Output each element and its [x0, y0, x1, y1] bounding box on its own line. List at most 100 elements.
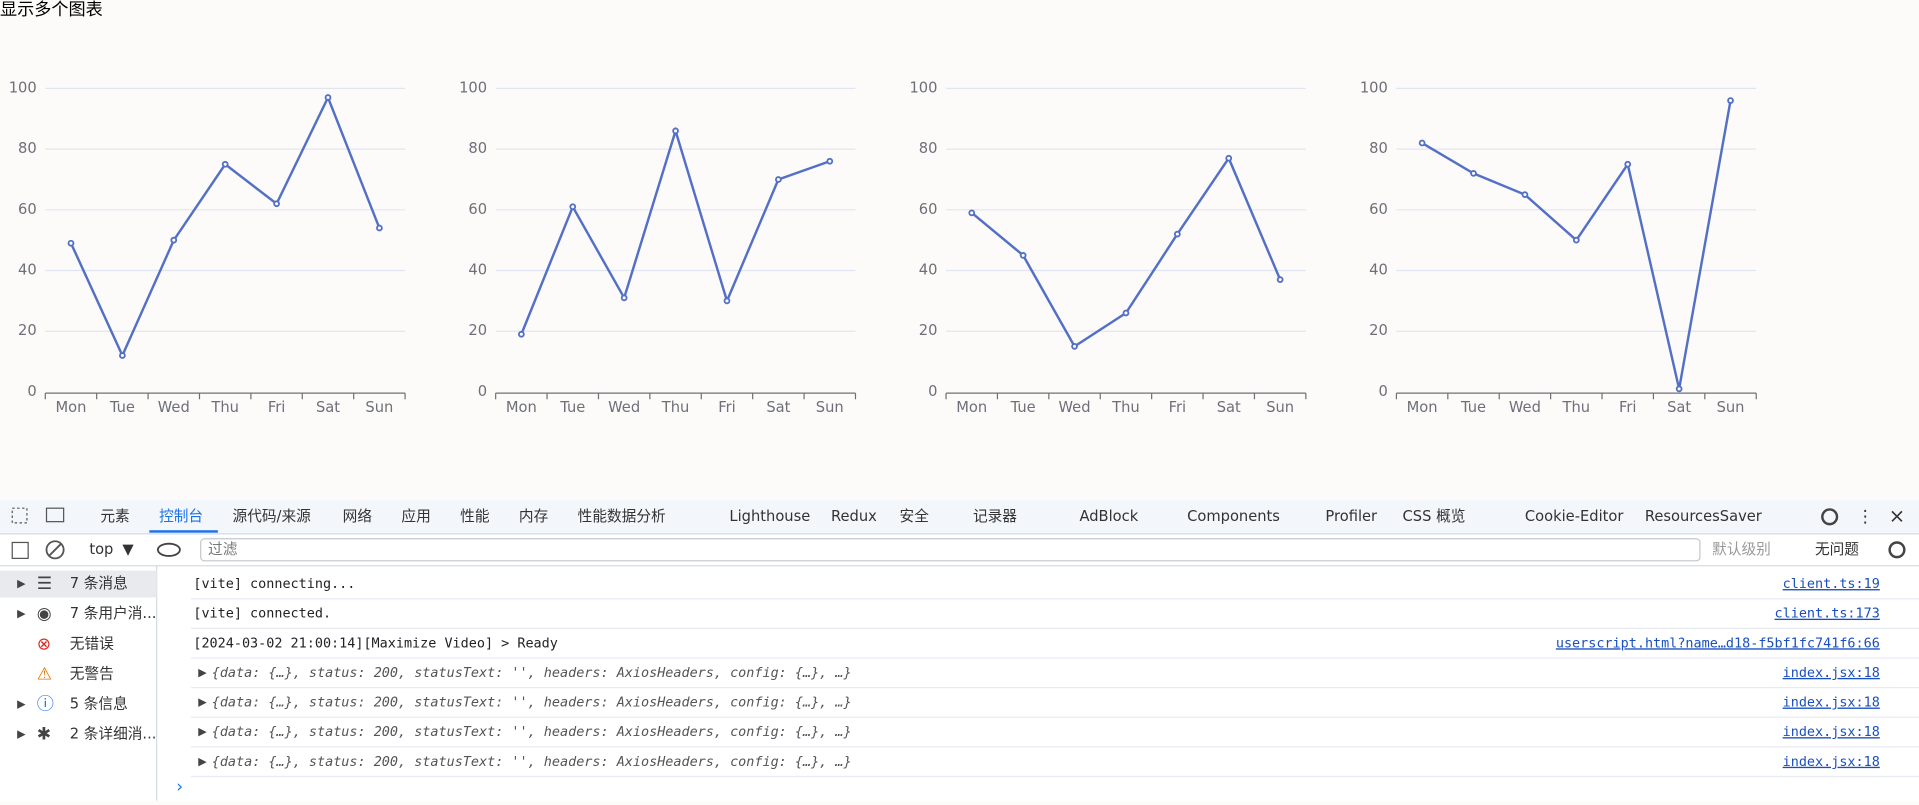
x-tick-label: Sun — [1717, 399, 1745, 416]
console-message: {data: {…}, status: 200, statusText: '',… — [212, 755, 852, 770]
expand-arrow[interactable]: ▶ — [198, 696, 207, 709]
y-tick-label: 100 — [909, 79, 937, 96]
settings-icon[interactable] — [1821, 508, 1839, 526]
x-tick-label: Fri — [1169, 399, 1186, 416]
device-icon[interactable] — [45, 507, 65, 523]
sidebar-item[interactable]: 7 条用户消... — [70, 605, 157, 622]
y-tick-label: 100 — [9, 79, 37, 96]
sidebar-icon: ☰ — [37, 574, 52, 594]
filter-input[interactable] — [200, 538, 1701, 562]
sidebar-icon: ⓘ — [37, 695, 54, 715]
sidebar-item[interactable]: 2 条详细消... — [70, 726, 157, 743]
y-tick-label: 40 — [919, 262, 938, 279]
more-icon[interactable]: ⋮ — [1857, 507, 1874, 527]
sidebar-toggle[interactable] — [11, 541, 29, 559]
sidebar-selected — [0, 570, 157, 598]
expand-arrow: ▶ — [17, 698, 26, 711]
tab[interactable]: CSS 概览 — [1403, 508, 1466, 525]
point — [1727, 97, 1734, 104]
x-tick-label: Mon — [506, 399, 537, 416]
tab[interactable]: 性能数据分析 — [578, 508, 666, 525]
source-link[interactable]: index.jsx:18 — [1783, 666, 1880, 681]
point — [273, 200, 280, 208]
tab[interactable]: AdBlock — [1079, 508, 1138, 525]
point — [672, 127, 679, 135]
tab[interactable]: Lighthouse — [729, 508, 810, 525]
y-tick-label: 80 — [919, 140, 938, 157]
x-tick-label: Tue — [1010, 399, 1036, 416]
y-tick-label: 40 — [468, 262, 487, 279]
source-link[interactable]: client.ts:173 — [1775, 607, 1880, 622]
x-tick-label: Tue — [1460, 399, 1486, 416]
point — [119, 352, 126, 359]
point — [775, 176, 782, 183]
tab[interactable]: 记录器 — [973, 508, 1017, 525]
x-tick-label: Fri — [718, 399, 735, 416]
sidebar-item[interactable]: 无警告 — [70, 665, 114, 682]
source-link[interactable]: index.jsx:18 — [1783, 696, 1880, 711]
tab[interactable]: Components — [1187, 508, 1280, 525]
eye-icon[interactable] — [156, 542, 181, 557]
issues[interactable]: 无问题 — [1815, 541, 1859, 558]
x-tick-label: Thu — [661, 399, 690, 416]
tab[interactable]: 内存 — [519, 508, 549, 525]
point — [170, 236, 178, 244]
y-tick-label: 20 — [468, 322, 487, 339]
sidebar-item[interactable]: 5 条信息 — [70, 696, 128, 713]
context-select[interactable]: top — [89, 541, 113, 558]
x-tick-label: Sat — [1217, 399, 1241, 416]
source-link[interactable]: userscript.html?name…d18-f5bf1fc741f6:66 — [1556, 636, 1880, 651]
point — [1225, 154, 1233, 162]
y-tick-label: 80 — [468, 140, 487, 157]
console-message: [2024-03-02 21:00:14][Maximize Video] > … — [193, 636, 557, 651]
point — [1624, 160, 1632, 168]
tab[interactable]: 元素 — [100, 508, 129, 525]
level-select[interactable]: 默认级别 — [1712, 541, 1771, 558]
source-link[interactable]: client.ts:19 — [1783, 577, 1880, 592]
sidebar-item[interactable]: 7 条消息 — [70, 575, 128, 592]
y-tick-label: 0 — [478, 383, 487, 400]
tab[interactable]: Profiler — [1325, 508, 1378, 525]
tab[interactable]: 源代码/来源 — [233, 508, 312, 525]
source-link[interactable]: index.jsx:18 — [1783, 755, 1880, 770]
point — [376, 224, 383, 232]
source-link[interactable]: index.jsx:18 — [1783, 725, 1880, 740]
x-tick-label: Wed — [608, 399, 640, 416]
sidebar-item[interactable]: 无错误 — [70, 635, 114, 652]
point — [221, 160, 229, 168]
sidebar-icon: ⊗ — [37, 634, 51, 654]
close-icon[interactable]: × — [1889, 504, 1905, 527]
tab[interactable]: 应用 — [401, 507, 430, 525]
tab[interactable]: 安全 — [900, 507, 930, 525]
expand-arrow[interactable]: ▶ — [198, 755, 207, 768]
x-tick-label: Mon — [56, 399, 87, 416]
tab[interactable]: 控制台 — [159, 508, 203, 525]
y-tick-label: 0 — [928, 383, 937, 400]
y-tick-label: 40 — [1369, 262, 1388, 279]
expand-arrow[interactable]: ▶ — [198, 666, 207, 679]
y-tick-label: 100 — [1360, 79, 1388, 96]
prompt[interactable]: › — [176, 777, 183, 797]
y-tick-label: 0 — [27, 383, 36, 400]
tab[interactable]: 性能 — [460, 508, 490, 525]
clear-icon[interactable] — [45, 540, 65, 560]
point — [723, 297, 731, 305]
y-tick-label: 40 — [18, 262, 37, 279]
expand-arrow[interactable]: ▶ — [198, 725, 207, 738]
point — [569, 203, 577, 211]
expand-arrow: ▶ — [17, 728, 26, 741]
tab[interactable]: 网络 — [343, 508, 373, 525]
point — [968, 209, 976, 217]
y-tick-label: 60 — [919, 201, 938, 218]
point — [826, 157, 834, 165]
dropdown-arrow: ▼ — [122, 541, 134, 558]
x-tick-label: Mon — [956, 399, 987, 416]
tab[interactable]: Redux — [831, 508, 877, 525]
expand-arrow: ▶ — [17, 577, 26, 590]
x-tick-label: Tue — [559, 399, 585, 416]
y-tick-label: 20 — [18, 322, 37, 339]
tab[interactable]: Cookie-Editor — [1525, 508, 1624, 525]
tab[interactable]: ResourcesSaver — [1645, 508, 1763, 525]
settings-icon[interactable] — [1888, 541, 1906, 559]
sidebar-icon: ◉ — [37, 604, 52, 624]
